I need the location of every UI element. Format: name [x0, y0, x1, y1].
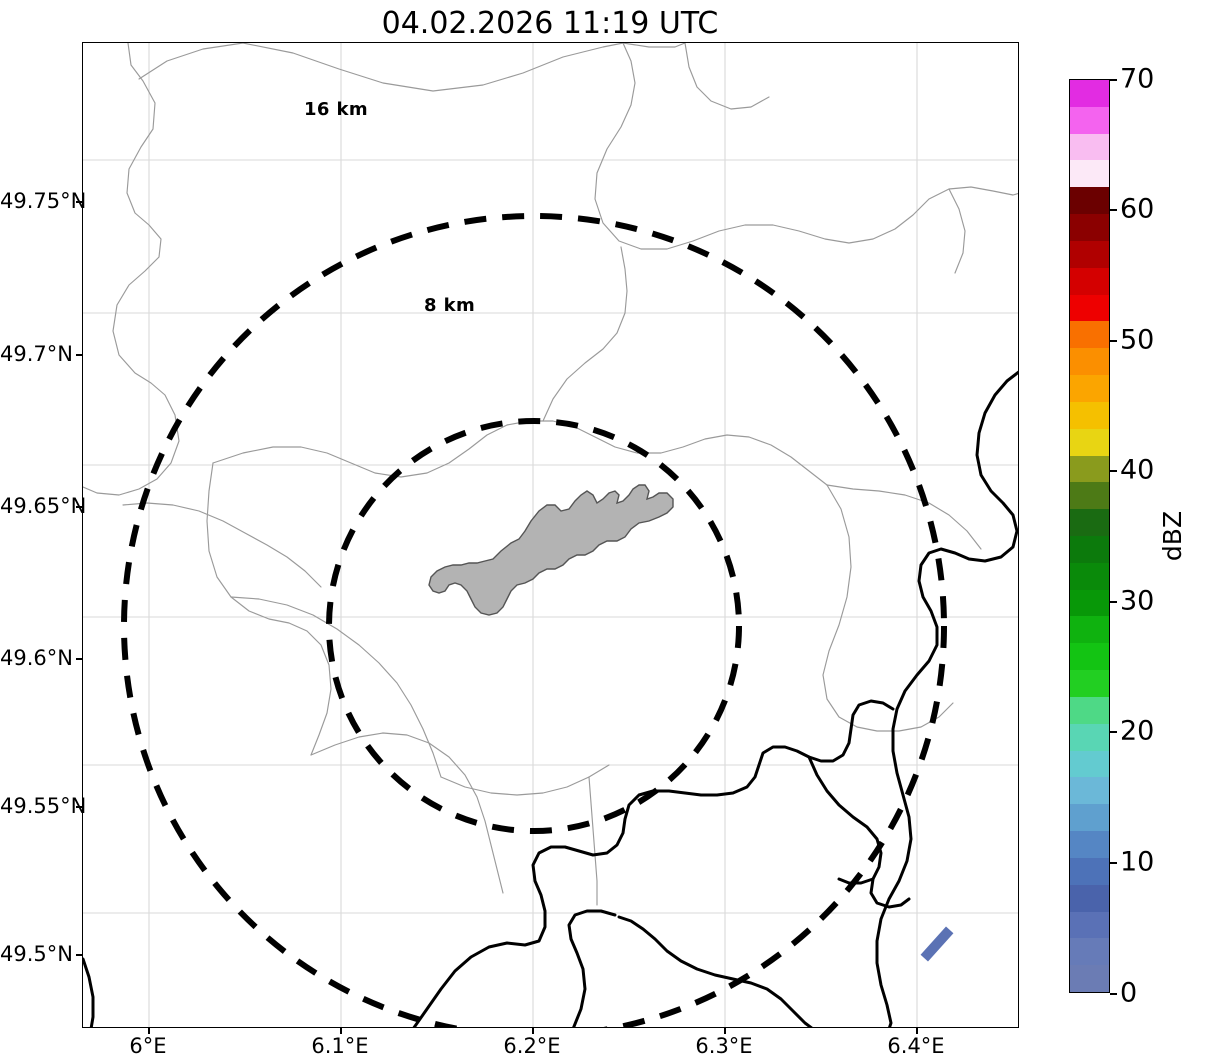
y-tick-label-4955: 49.55°N	[0, 794, 87, 818]
x-tickmark	[724, 1028, 726, 1034]
x-tick-label-63: 6.3°E	[695, 1034, 753, 1058]
colorbar-band	[1070, 856, 1109, 885]
colorbar-band	[1070, 213, 1109, 241]
y-tick-label-496: 49.6°N	[0, 646, 73, 670]
x-tick-label-62: 6.2°E	[503, 1034, 561, 1058]
colorbar-tick-label-40: 40	[1120, 454, 1155, 486]
colorbar-band	[1070, 803, 1109, 832]
colorbar-tick-label-60: 60	[1120, 193, 1155, 225]
y-tickmark	[76, 806, 82, 808]
luxembourg-city-polygon	[428, 484, 674, 616]
colorbar-band	[1070, 80, 1109, 107]
colorbar-tickmark	[1110, 731, 1117, 733]
colorbar-band	[1070, 508, 1109, 536]
x-tickmark	[148, 1028, 150, 1034]
colorbar-band	[1070, 776, 1109, 805]
y-tick-label-4975: 49.75°N	[0, 189, 87, 213]
colorbar-band	[1070, 132, 1109, 161]
colorbar-tick-label-10: 10	[1120, 846, 1155, 878]
colorbar-band	[1070, 910, 1109, 939]
colorbar-tick-label-70: 70	[1120, 63, 1155, 95]
colorbar-band	[1070, 642, 1109, 671]
x-tick-label-6: 6°E	[129, 1034, 167, 1058]
colorbar-tickmark	[1110, 993, 1117, 995]
x-tickmark	[340, 1028, 342, 1034]
range-ring-label-16km: 16 km	[304, 99, 369, 120]
colorbar-tickmark	[1110, 79, 1117, 81]
colorbar-band	[1070, 615, 1109, 644]
colorbar-band	[1070, 829, 1109, 858]
y-tick-label-4965: 49.65°N	[0, 494, 87, 518]
x-tickmark	[532, 1028, 534, 1034]
colorbar-tickmark	[1110, 601, 1117, 603]
admin-boundaries	[83, 43, 1018, 906]
colorbar-band	[1070, 373, 1109, 402]
colorbar-band	[1070, 749, 1109, 778]
y-tick-label-497: 49.7°N	[0, 342, 73, 366]
colorbar-tickmark	[1110, 470, 1117, 472]
colorbar-band	[1070, 695, 1109, 724]
colorbar-band	[1070, 534, 1109, 563]
y-tick-label-495: 49.5°N	[0, 942, 73, 966]
colorbar-band	[1070, 427, 1109, 456]
page-title: 04.02.2026 11:19 UTC	[381, 6, 719, 41]
x-tick-label-61: 6.1°E	[311, 1034, 369, 1058]
y-tickmark	[76, 354, 82, 356]
y-tickmark	[76, 506, 82, 508]
colorbar-tickmark	[1110, 862, 1117, 864]
colorbar[interactable]	[1069, 79, 1110, 993]
colorbar-band	[1070, 186, 1109, 215]
range-ring-8km	[326, 418, 742, 834]
map-plot-area[interactable]: 16 km 8 km	[82, 42, 1019, 1028]
x-tickmark	[916, 1028, 918, 1034]
colorbar-band	[1070, 883, 1109, 912]
map-canvas	[83, 43, 1018, 1027]
colorbar-band	[1070, 105, 1109, 134]
x-tick-label-64: 6.4°E	[887, 1034, 945, 1058]
colorbar-band	[1070, 588, 1109, 617]
y-tickmark	[76, 658, 82, 660]
y-tickmark	[76, 201, 82, 203]
colorbar-tick-label-0: 0	[1120, 977, 1138, 1009]
colorbar-band	[1070, 454, 1109, 483]
colorbar-band	[1070, 964, 1109, 992]
national-border	[83, 370, 1018, 1027]
colorbar-band	[1070, 293, 1109, 322]
colorbar-band	[1070, 159, 1109, 188]
range-rings	[121, 213, 947, 1027]
colorbar-band	[1070, 400, 1109, 429]
range-ring-16km	[121, 213, 947, 1027]
radar-echo-streak	[920, 926, 954, 962]
colorbar-band	[1070, 561, 1109, 590]
range-ring-label-8km: 8 km	[424, 295, 476, 316]
colorbar-band	[1070, 320, 1109, 349]
colorbar-tick-label-20: 20	[1120, 715, 1155, 747]
colorbar-band	[1070, 347, 1109, 376]
colorbar-band	[1070, 722, 1109, 751]
colorbar-band	[1070, 266, 1109, 295]
y-tickmark	[76, 954, 82, 956]
colorbar-tickmark	[1110, 209, 1117, 211]
colorbar-axis-label: dBZ	[1158, 510, 1187, 562]
colorbar-band	[1070, 239, 1109, 268]
colorbar-band	[1070, 481, 1109, 510]
colorbar-band	[1070, 937, 1109, 966]
colorbar-tick-label-30: 30	[1120, 585, 1155, 617]
colorbar-tick-label-50: 50	[1120, 324, 1155, 356]
colorbar-tickmark	[1110, 340, 1117, 342]
colorbar-band	[1070, 669, 1109, 697]
